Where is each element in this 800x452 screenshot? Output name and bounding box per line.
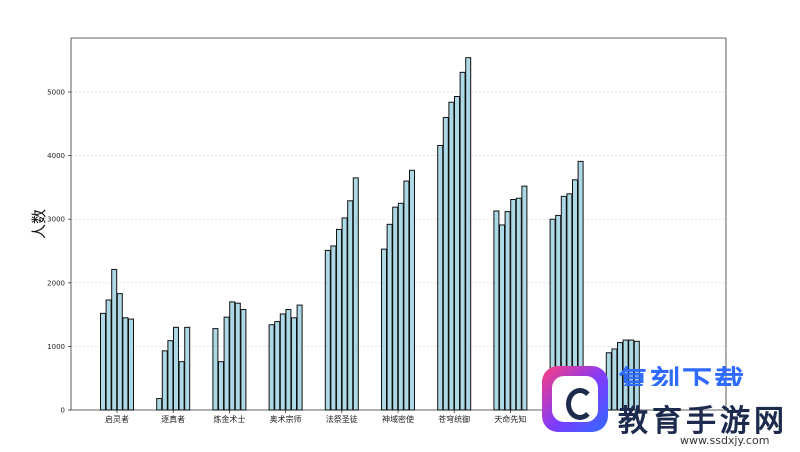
bar <box>437 144 444 411</box>
bar <box>352 177 359 411</box>
bar <box>409 169 415 411</box>
watermark-title: 教育手游网 <box>618 404 788 439</box>
bar <box>291 317 297 411</box>
bar <box>465 57 472 411</box>
bar <box>122 317 129 411</box>
bar <box>386 223 393 411</box>
bar <box>381 248 387 411</box>
bar <box>229 301 236 411</box>
bar <box>173 326 179 411</box>
bar <box>234 302 241 411</box>
bar <box>274 321 281 411</box>
bar <box>392 206 399 411</box>
watermark-overlay: 复刻下载 教育手游网 www.ssdxjy.com <box>538 352 800 452</box>
bar <box>633 340 640 411</box>
bar <box>510 199 517 411</box>
y-tick-label: 3000 <box>47 216 65 224</box>
watermark-top-text: 复刻下载 <box>618 366 746 386</box>
bar <box>161 350 168 411</box>
bar <box>285 309 292 411</box>
bar <box>218 361 224 411</box>
bar <box>240 309 247 411</box>
y-tick-label: 0 <box>61 407 65 415</box>
y-tick-label: 5000 <box>47 89 65 97</box>
bar <box>499 224 505 411</box>
bar <box>111 268 118 411</box>
bar <box>184 326 191 411</box>
y-tick-label: 1000 <box>47 343 65 351</box>
bar <box>178 361 185 411</box>
bar <box>397 202 404 411</box>
bar <box>156 398 163 411</box>
bar <box>223 316 230 411</box>
x-tick-label: 逐真者 <box>161 414 185 424</box>
x-tick-label: 神域密使 <box>382 414 414 424</box>
bar <box>442 116 449 411</box>
bar <box>330 245 337 411</box>
bar <box>324 249 331 411</box>
y-tick-label: 2000 <box>47 279 65 287</box>
bar <box>100 312 106 411</box>
x-tick-label: 奥术宗师 <box>270 414 302 424</box>
bar <box>521 185 528 411</box>
bar <box>105 299 112 411</box>
bar <box>628 339 635 411</box>
y-axis-label: 人数 <box>30 209 48 239</box>
watermark-logo-icon <box>542 366 608 432</box>
bar <box>268 324 275 411</box>
bar <box>622 339 629 411</box>
bar <box>296 304 303 411</box>
bar <box>279 313 286 411</box>
bar <box>459 71 466 411</box>
bar <box>493 210 500 411</box>
bar <box>448 101 455 411</box>
bar <box>403 180 410 411</box>
bar <box>167 340 174 411</box>
bar <box>617 342 623 411</box>
bar <box>504 211 511 411</box>
bar <box>128 318 134 411</box>
bar <box>336 228 342 411</box>
x-tick-label: 法祭圣徒 <box>326 414 358 424</box>
x-tick-label: 苍穹统御 <box>438 414 470 424</box>
x-tick-label: 天命先知 <box>494 414 526 424</box>
watermark-url: www.ssdxjy.com <box>680 434 770 447</box>
bar <box>347 200 354 411</box>
x-tick-label: 炼金术士 <box>213 414 245 424</box>
bar <box>611 348 618 411</box>
bar <box>116 293 123 411</box>
bar <box>515 197 522 411</box>
bar <box>341 217 348 411</box>
bar <box>454 96 460 411</box>
x-tick-label: 启灵者 <box>105 414 129 424</box>
y-tick-label: 4000 <box>47 152 65 160</box>
bar <box>212 328 219 411</box>
